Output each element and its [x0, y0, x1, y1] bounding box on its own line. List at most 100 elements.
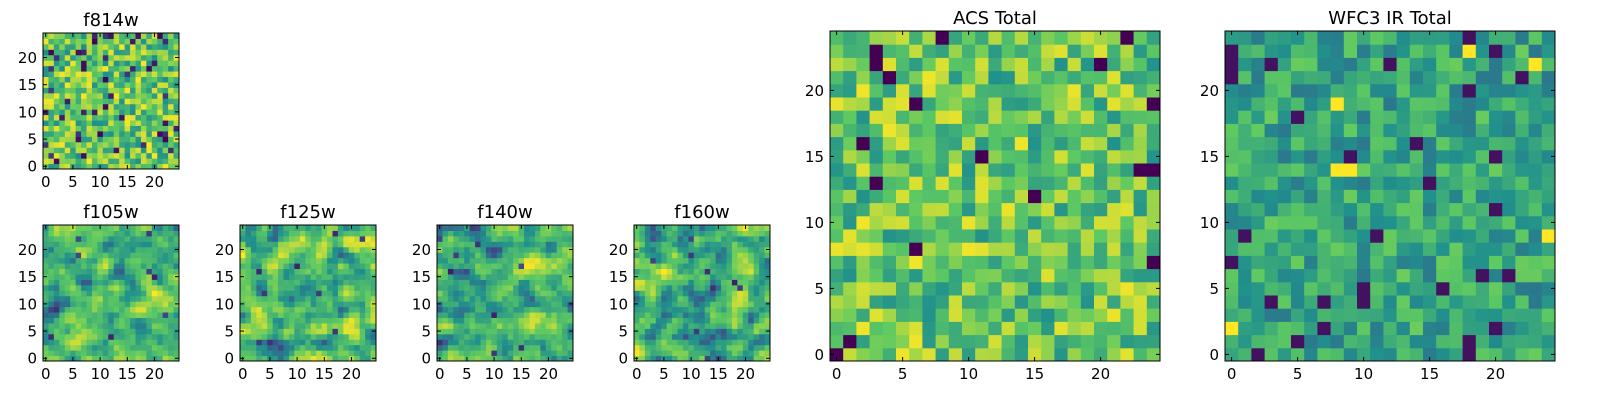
heatmap-cell — [168, 60, 175, 67]
heatmap-cell — [639, 317, 646, 324]
heatmap-cell — [437, 230, 443, 237]
heatmap-cell — [75, 339, 82, 346]
heatmap-cell — [661, 301, 668, 308]
heatmap-cell — [1383, 70, 1398, 85]
heatmap-cell — [693, 246, 700, 253]
heatmap-cell — [688, 339, 695, 346]
heatmap-cell — [1383, 123, 1398, 138]
x-tick-label: 10 — [1354, 365, 1373, 383]
heatmap-cell — [753, 350, 760, 357]
heatmap-cell — [1277, 31, 1292, 45]
heatmap-cell — [567, 241, 574, 248]
heatmap-cell — [464, 230, 471, 237]
heatmap-cell — [1502, 70, 1516, 85]
heatmap-cell — [1396, 255, 1411, 270]
heatmap-cell — [545, 279, 552, 286]
heatmap-cell — [1001, 215, 1016, 230]
heatmap-cell — [1515, 334, 1530, 349]
heatmap-cell — [962, 97, 976, 111]
heatmap-cell — [480, 312, 487, 318]
heatmap-cell — [464, 241, 471, 248]
heatmap-cell — [534, 241, 541, 248]
heatmap-cell — [75, 333, 82, 340]
heatmap-cell — [655, 235, 662, 242]
heatmap-cell — [1489, 123, 1503, 138]
heatmap-cell — [699, 268, 706, 275]
heatmap-cell — [267, 279, 274, 286]
heatmap-cell — [518, 241, 525, 248]
heatmap-cell — [124, 136, 131, 143]
heatmap-cell — [704, 301, 711, 308]
heatmap-cell — [442, 322, 449, 329]
heatmap-cell — [157, 268, 164, 275]
heatmap-cell — [43, 322, 49, 329]
heatmap-cell — [1014, 295, 1029, 309]
heatmap-cell — [250, 312, 257, 318]
heatmap-cell — [672, 344, 679, 351]
heatmap-cell — [1251, 347, 1266, 362]
heatmap-cell — [699, 301, 706, 308]
heatmap-cell — [748, 333, 755, 340]
heatmap-cell — [1251, 321, 1266, 336]
heatmap-cell — [545, 246, 552, 253]
heatmap-cell — [1107, 321, 1121, 336]
heatmap-cell — [130, 295, 136, 302]
heatmap-cell — [1014, 215, 1029, 230]
heatmap-cell — [359, 312, 366, 318]
heatmap-cell — [1067, 321, 1082, 336]
heatmap-cell — [113, 60, 120, 67]
heatmap-cell — [882, 215, 897, 230]
heatmap-cell — [140, 109, 147, 116]
heatmap-cell — [869, 229, 884, 243]
heatmap-cell — [124, 76, 131, 83]
heatmap-cell — [502, 268, 509, 275]
heatmap-cell — [359, 328, 366, 335]
heatmap-cell — [485, 273, 492, 280]
heatmap-cell — [688, 295, 695, 302]
heatmap-cell — [704, 252, 711, 259]
heatmap-cell — [1067, 347, 1082, 362]
heatmap-cell — [1330, 281, 1345, 296]
heatmap-cell — [75, 130, 82, 137]
heatmap-cell — [1449, 123, 1464, 138]
heatmap-cell — [1541, 163, 1556, 177]
heatmap-cell — [151, 54, 158, 61]
heatmap-cell — [288, 306, 295, 313]
heatmap-cell — [672, 295, 679, 302]
heatmap-cell — [1489, 308, 1503, 322]
heatmap-cell — [948, 97, 963, 111]
heatmap-cell — [130, 147, 136, 154]
heatmap-cell — [682, 268, 689, 275]
heatmap-cell — [644, 328, 651, 335]
heatmap-cell — [909, 242, 923, 256]
heatmap-cell — [672, 317, 679, 324]
heatmap-cell — [113, 49, 120, 56]
heatmap-cell — [529, 344, 536, 351]
heatmap-cell — [256, 350, 263, 357]
heatmap-cell — [91, 322, 98, 329]
heatmap-cell — [1014, 123, 1029, 138]
heatmap-cell — [1291, 242, 1305, 256]
heatmap-cell — [655, 241, 662, 248]
heatmap-cell — [437, 268, 443, 275]
heatmap-cell — [856, 202, 871, 217]
heatmap-cell — [140, 263, 147, 270]
heatmap-cell — [75, 125, 82, 132]
heatmap-cell — [764, 339, 771, 346]
heatmap-cell — [151, 290, 158, 297]
heatmap-cell — [726, 225, 733, 231]
heatmap-cell — [1304, 149, 1318, 164]
heatmap-cell — [343, 246, 350, 253]
heatmap-cell — [1423, 70, 1437, 85]
heatmap-cell — [43, 76, 49, 83]
heatmap-cell — [655, 350, 662, 357]
heatmap-cell — [869, 70, 884, 85]
heatmap-cell — [1502, 83, 1516, 98]
heatmap-cell — [524, 284, 530, 291]
heatmap-cell — [753, 252, 760, 259]
heatmap-cell — [988, 242, 1003, 256]
heatmap-cell — [1291, 229, 1305, 243]
heatmap-cell — [119, 235, 126, 242]
heatmap-cell — [267, 344, 274, 351]
heatmap-cell — [305, 322, 312, 329]
